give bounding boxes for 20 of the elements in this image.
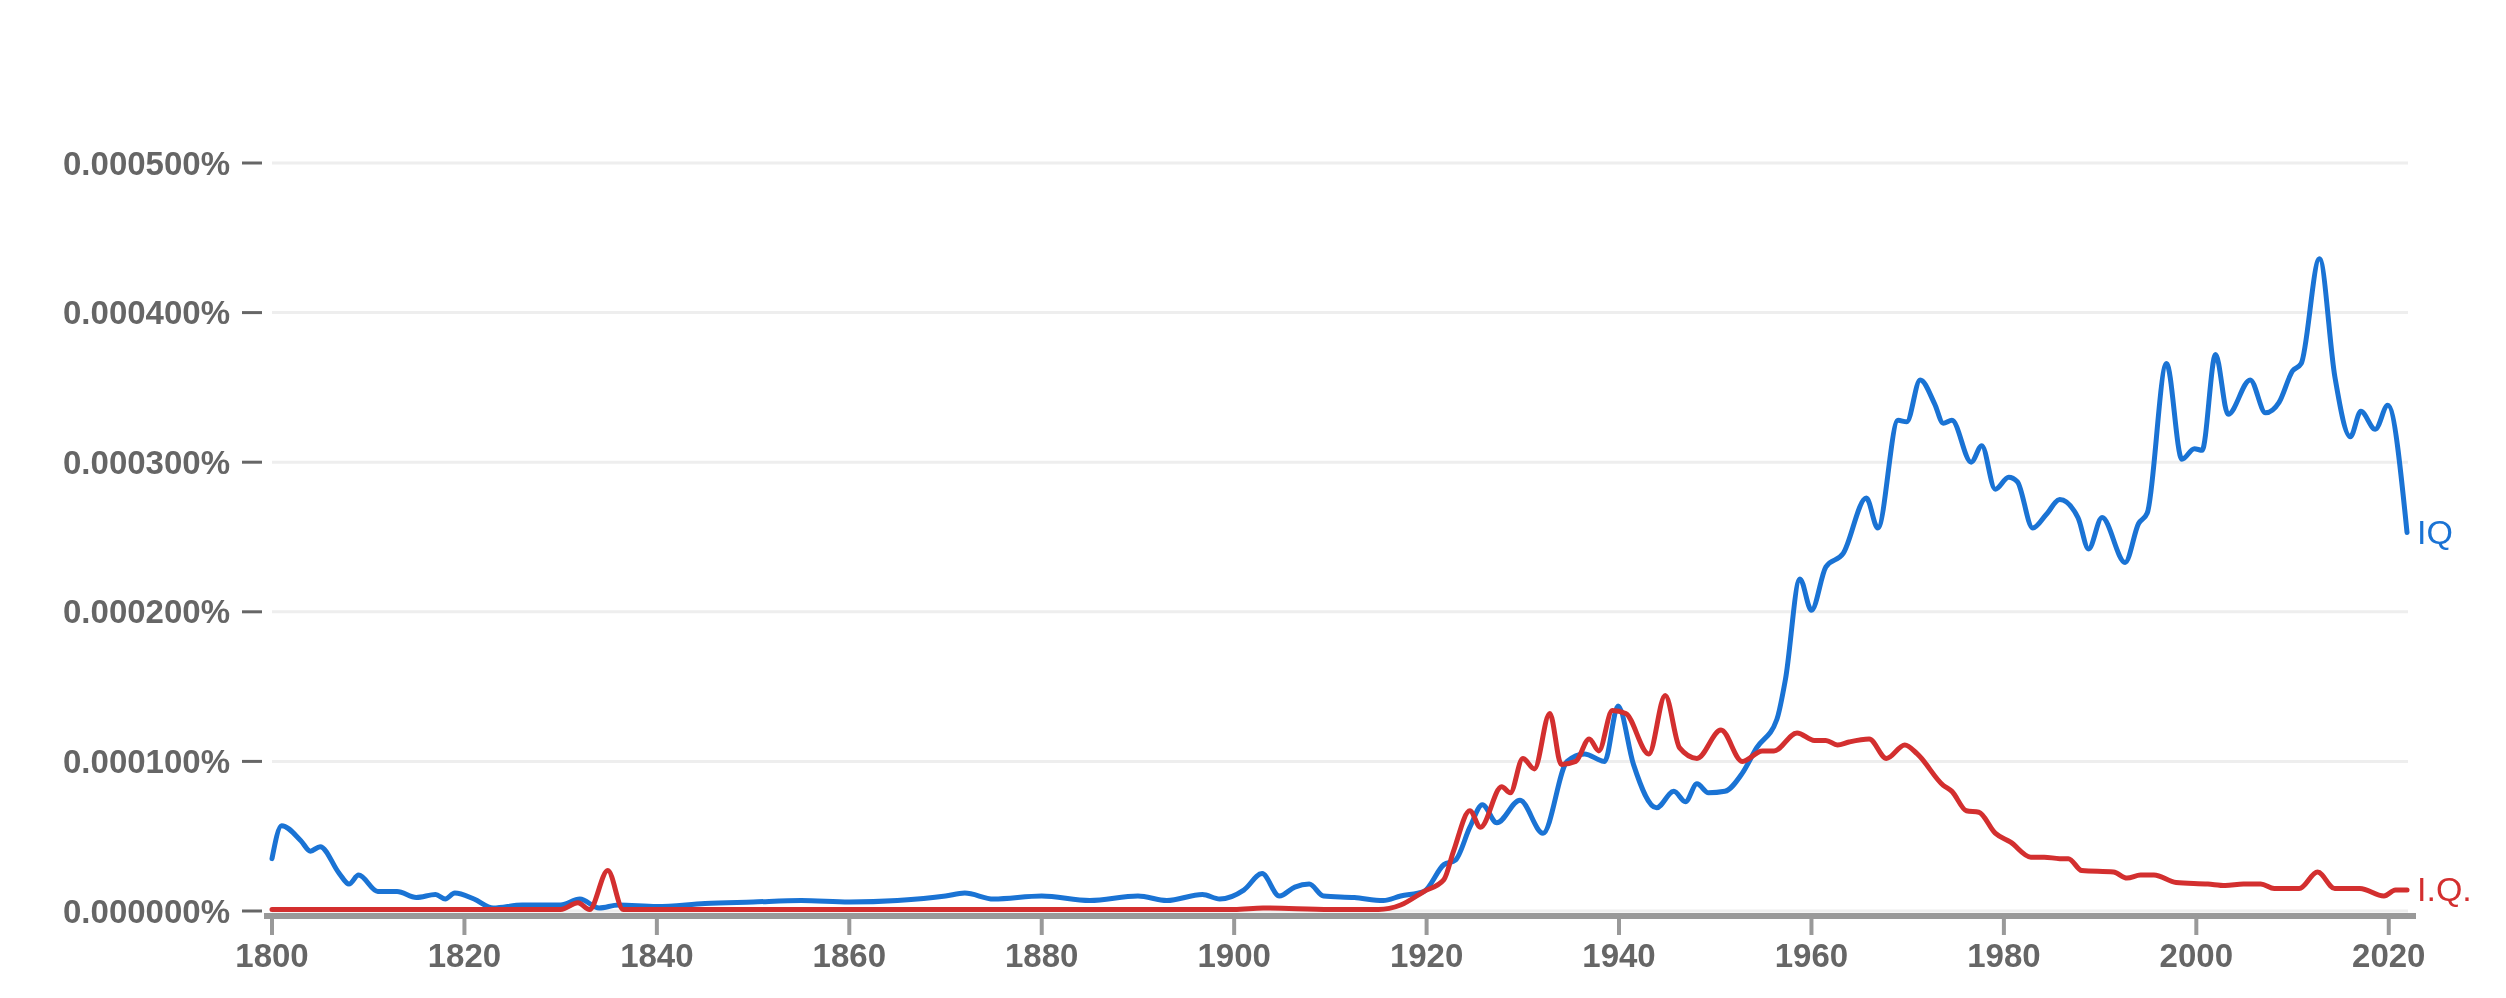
- y-tick-label: 0.000000%: [63, 892, 230, 930]
- x-tick-label: 1980: [1967, 937, 2041, 974]
- x-tick-label: 1860: [812, 937, 887, 974]
- x-tick-label: 2000: [2159, 937, 2234, 974]
- x-tick-label: 1820: [427, 937, 502, 974]
- y-tick-label: 0.000400%: [63, 294, 230, 332]
- y-tick-label: 0.000300%: [63, 443, 230, 481]
- y-tick-label: 0.000500%: [63, 144, 230, 182]
- x-tick-label: 2020: [2352, 937, 2426, 974]
- y-tick-label: 0.000100%: [63, 742, 230, 780]
- series-label: I.Q.: [2417, 870, 2472, 909]
- x-tick-label: 1920: [1389, 937, 1464, 974]
- x-tick-label: 1900: [1197, 937, 1271, 974]
- x-tick-label: 1940: [1582, 937, 1656, 974]
- y-tick-label: 0.000200%: [63, 593, 230, 631]
- series-label: IQ: [2417, 512, 2453, 551]
- x-tick-label: 1880: [1005, 937, 1079, 974]
- x-tick-label: 1840: [620, 937, 694, 974]
- x-tick-label: 1800: [235, 937, 309, 974]
- x-tick-label: 1960: [1774, 937, 1849, 974]
